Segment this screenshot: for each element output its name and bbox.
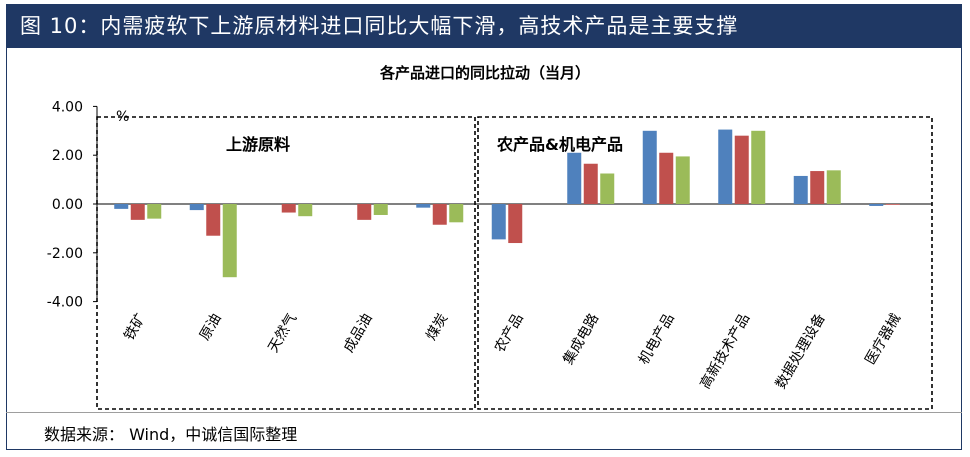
figure-frame [6, 4, 962, 450]
group-box [477, 116, 933, 410]
category-label: 集成电路 [559, 311, 602, 368]
bar [734, 135, 749, 204]
bar [222, 204, 237, 278]
category-label: 铁矿 [121, 311, 149, 343]
y-tick-label: -2.00 [47, 246, 83, 262]
chart-title: 各产品进口的同比拉动（当月） [379, 64, 590, 82]
bar [298, 204, 313, 217]
figure-title: 图 10：内需疲软下上游原材料进口同比大幅下滑，高技术产品是主要支撑 [6, 4, 962, 48]
bar [281, 204, 296, 213]
bar [810, 171, 825, 204]
y-tick-label: 2.00 [52, 148, 83, 164]
bar [751, 130, 766, 204]
bar [583, 163, 598, 204]
bar [869, 204, 884, 206]
bar [114, 204, 129, 209]
bar [885, 204, 900, 205]
y-unit-label: % [116, 109, 129, 125]
source-note: 数据来源： Wind，中诚信国际整理 [44, 425, 298, 444]
group-label: 农产品&机电产品 [496, 135, 623, 154]
category-label: 原油 [197, 311, 225, 343]
bar [491, 204, 506, 240]
bar [357, 204, 372, 220]
bar [793, 175, 808, 204]
bar [206, 204, 221, 236]
bar [147, 204, 162, 219]
y-tick-label: 0.00 [52, 197, 83, 213]
bar [130, 204, 145, 220]
bar [642, 130, 657, 204]
bar [508, 204, 523, 244]
source-divider [6, 412, 962, 413]
category-label: 天然气 [264, 311, 300, 356]
category-label: 高新技术产品 [696, 311, 753, 392]
category-label: 农产品 [492, 311, 527, 355]
bar [189, 204, 204, 211]
bar [675, 156, 690, 204]
group-box [96, 116, 476, 410]
y-tick-label: 4.00 [52, 99, 83, 115]
bar [826, 170, 841, 204]
category-label: 数据处理设备 [772, 311, 829, 392]
category-label: 机电产品 [636, 311, 678, 367]
y-tick-label: -4.00 [47, 295, 83, 311]
bar [416, 204, 431, 208]
category-label: 医疗器械 [862, 311, 904, 367]
group-label: 上游原料 [226, 135, 290, 154]
bar [449, 204, 464, 223]
bar [567, 152, 582, 204]
bar [659, 152, 674, 204]
bar [373, 204, 388, 215]
bar [432, 204, 447, 225]
category-label: 成品油 [341, 311, 376, 355]
bar [718, 129, 733, 204]
bar [600, 173, 615, 204]
category-label: 煤炭 [423, 311, 451, 343]
